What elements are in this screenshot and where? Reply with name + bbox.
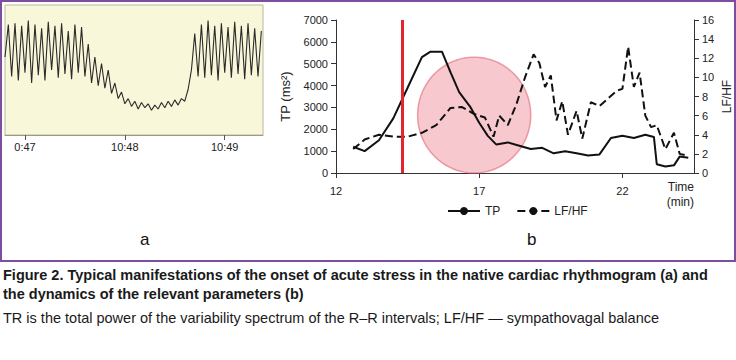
svg-text:LF/HF: LF/HF [554, 204, 587, 218]
html-text:Figure 2. Typical manifestatio: Figure 2. Typical manifestations of the … [3, 267, 708, 302]
svg-text:17: 17 [473, 185, 485, 197]
svg-text:12: 12 [330, 185, 342, 197]
svg-text:4: 4 [702, 129, 708, 141]
svg-text:(min): (min) [667, 195, 694, 209]
svg-text:a: a [140, 230, 150, 249]
svg-text:2000: 2000 [304, 123, 328, 135]
svg-text:2: 2 [702, 148, 708, 160]
svg-text:TP: TP [485, 204, 500, 218]
svg-text:8: 8 [702, 91, 708, 103]
svg-text:0:47: 0:47 [14, 141, 35, 153]
svg-text:4000: 4000 [304, 80, 328, 92]
svg-text:6000: 6000 [304, 36, 328, 48]
svg-text:7000: 7000 [304, 14, 328, 26]
svg-text:10:49: 10:49 [211, 141, 239, 153]
svg-text:b: b [527, 230, 536, 249]
svg-text:6: 6 [702, 110, 708, 122]
svg-text:12: 12 [702, 52, 714, 64]
svg-text:10:48: 10:48 [111, 141, 139, 153]
svg-text:16: 16 [702, 14, 714, 26]
svg-text:3000: 3000 [304, 101, 328, 113]
svg-text:Time: Time [668, 180, 695, 194]
svg-text:0: 0 [322, 167, 328, 179]
svg-text:0: 0 [702, 167, 708, 179]
svg-text:10: 10 [702, 71, 714, 83]
svg-text:TP (ms²): TP (ms²) [278, 71, 293, 121]
svg-text:14: 14 [702, 33, 714, 45]
svg-text:LF/HF: LF/HF [720, 80, 734, 113]
svg-text:5000: 5000 [304, 58, 328, 70]
svg-text:22: 22 [616, 185, 628, 197]
svg-text:1000: 1000 [304, 145, 328, 157]
html-text:TR is the total power of the v: TR is the total power of the variability… [3, 310, 659, 326]
